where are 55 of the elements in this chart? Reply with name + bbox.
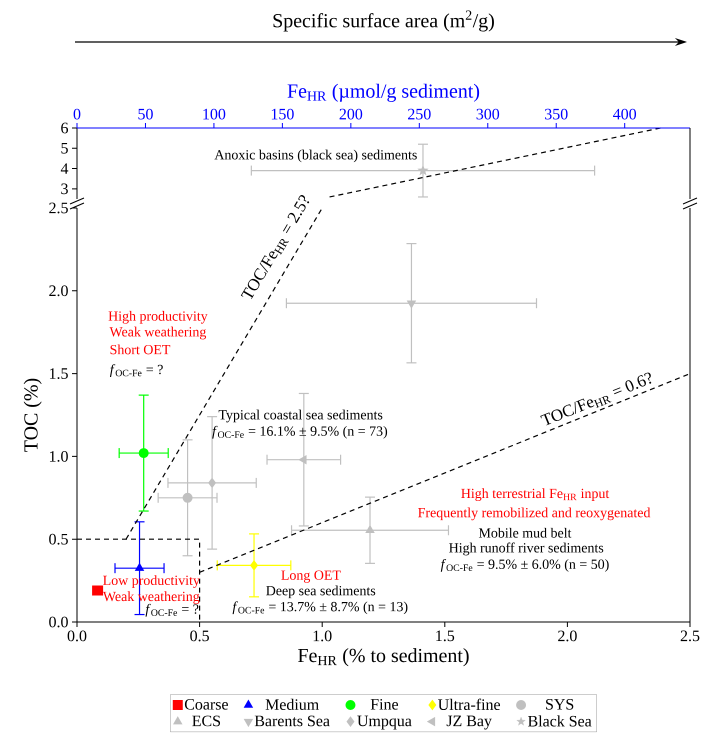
y-tick-label: 2.0 — [49, 285, 68, 296]
y-axis-title: TOC (%) — [24, 378, 42, 452]
annotation: f$_{OC-Fe}$ = 9.5% ± 6.0% (n = 50) — [440, 558, 609, 572]
x-tick-label: 1.0 — [314, 630, 332, 642]
x2-tick-label: 400 — [613, 108, 636, 120]
x-tick-label: 1.5 — [436, 630, 454, 642]
annotation: Typical coastal sea sediments — [218, 410, 382, 422]
annotation: Anoxic basins (black sea) sediments — [214, 150, 417, 162]
text: Black Sea — [528, 715, 592, 727]
x-tick-label: 0.5 — [190, 630, 209, 642]
x-axis-title: Fe$_{HR}$ (% to sediment) — [298, 648, 469, 666]
legend-label: Umpqua — [357, 716, 412, 730]
annotation: f$_{OC-Fe}$ = ? — [110, 364, 163, 378]
annotation: f$_{OC-Fe}$ = ? — [146, 604, 198, 617]
legend-label: JZ Bay — [446, 716, 492, 730]
y-tick-label: 4 — [60, 163, 68, 174]
legend-label: Fine — [370, 698, 398, 710]
chart-title: Specific surface area (m$^{2}$/g) — [274, 10, 494, 32]
x2-tick-label: 0 — [74, 108, 80, 120]
legend-label: Barents Sea — [254, 716, 330, 726]
x2-tick-label: 350 — [545, 108, 568, 120]
y-tick-label: 0.5 — [49, 534, 68, 545]
legend-label: SYS — [546, 698, 574, 710]
legend-label: ECS — [192, 716, 220, 726]
annotation: TOC/Fe$_{HR}$ = 0.6? — [540, 372, 652, 426]
legend-label: Coarse — [184, 698, 228, 710]
x2-tick-label: 200 — [340, 108, 362, 120]
x2-tick-label: 150 — [272, 108, 294, 120]
annotation: High productivity — [108, 310, 208, 324]
annotation: High terrestrial Fe$_{HR}$ input — [461, 488, 610, 501]
y-tick-label: 2.5 — [49, 202, 68, 214]
annotation: f$_{OC-Fe}$ = 16.1% ± 9.5% (n = 73) — [212, 426, 388, 439]
legend-label: Ultra-fine — [438, 698, 500, 710]
x2-axis-title: Fe$_{HR}$ (µmol/g sediment) — [288, 84, 480, 102]
x-tick-label: 2.5 — [680, 630, 700, 642]
y-tick-label: 0.0 — [49, 616, 68, 628]
y-tick-label: 3 — [61, 184, 68, 194]
y-tick-label: 5 — [61, 142, 68, 154]
annotation: Deep sea sediments — [266, 586, 376, 598]
y-tick-label: 6 — [61, 122, 68, 134]
legend-label: Medium — [266, 698, 319, 710]
annotation: High runoff river sediments — [449, 542, 604, 556]
annotation: Short OET — [110, 344, 170, 354]
x2-tick-label: 100 — [203, 108, 226, 120]
x2-tick-label: 50 — [138, 108, 153, 120]
annotation: f$_{OC-Fe}$ = 13.7% ± 8.7% (n = 13) — [232, 601, 408, 614]
x2-tick-label: 250 — [408, 108, 431, 120]
y-tick-label: 1.5 — [50, 368, 68, 379]
annotation: Frequently remobilized and reoxygenated — [418, 508, 650, 520]
x-tick-label: 2.0 — [558, 630, 577, 642]
annotation: Weak weathering — [110, 326, 206, 340]
annotation: Mobile mud belt — [478, 528, 572, 538]
annotation: Long OET — [281, 570, 341, 583]
y-tick-label: 1.0 — [50, 450, 68, 462]
x2-tick-label: 300 — [476, 108, 500, 120]
